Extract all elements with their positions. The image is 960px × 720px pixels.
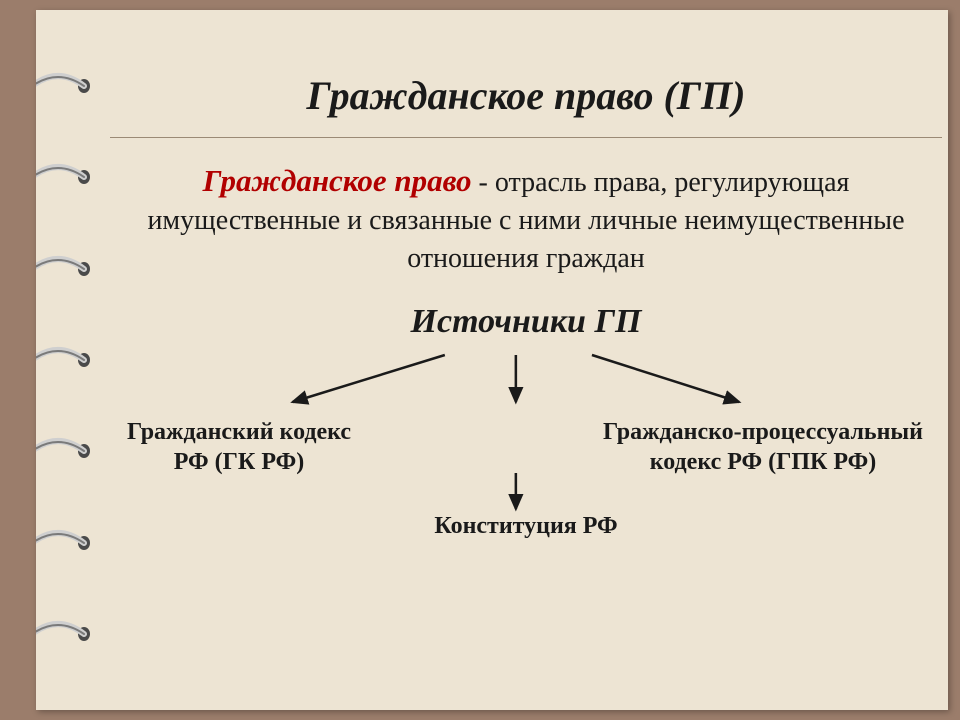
- title-divider: [110, 137, 942, 138]
- binding-ring: [36, 529, 98, 557]
- definition-text: Гражданское право - отрасль права, регул…: [110, 160, 942, 277]
- branch-left: Гражданский кодекс РФ (ГК РФ): [114, 417, 364, 477]
- slide-title: Гражданское право (ГП): [110, 72, 942, 119]
- binding-ring: [36, 72, 98, 100]
- binding-ring: [36, 255, 98, 283]
- binding-ring: [36, 346, 98, 374]
- branch-right: Гражданско-процессуальный кодекс РФ (ГПК…: [588, 417, 938, 477]
- spiral-binding: [36, 10, 98, 710]
- branches-row: Гражданский кодекс РФ (ГК РФ) Гражданско…: [110, 417, 942, 477]
- binding-ring: [36, 163, 98, 191]
- diagram-arrow-center: [110, 471, 942, 517]
- binding-ring: [36, 437, 98, 465]
- slide-content: Гражданское право (ГП) Гражданское право…: [110, 0, 942, 720]
- definition-term: Гражданское право: [203, 163, 472, 198]
- sources-subheading: Источники ГП: [110, 303, 942, 341]
- diagram-arrows: [110, 347, 942, 417]
- binding-ring: [36, 620, 98, 648]
